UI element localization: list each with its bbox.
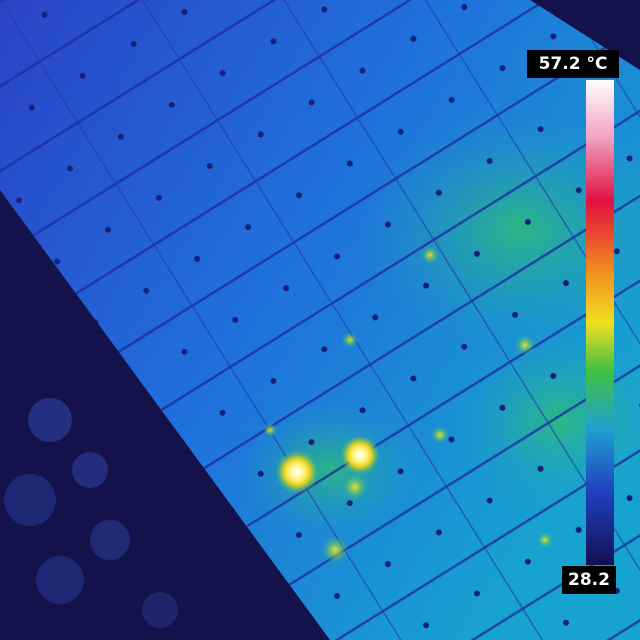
hotspot [263, 423, 277, 437]
color-scale-bar [586, 80, 614, 565]
hotspot [537, 532, 553, 548]
hotspot [342, 332, 358, 348]
hotspot [321, 536, 349, 564]
hotspot [515, 335, 535, 355]
foliage [4, 398, 178, 628]
hotspot [275, 450, 319, 494]
min-label-box [562, 566, 616, 594]
max-temperature-label: 57.2 °C [539, 54, 608, 74]
hotspot [342, 474, 368, 500]
hotspot [431, 426, 449, 444]
hotspot [421, 246, 439, 264]
max-label-box [527, 50, 619, 78]
min-temperature-label: 28.2 [568, 570, 610, 590]
hotspot [340, 435, 380, 475]
